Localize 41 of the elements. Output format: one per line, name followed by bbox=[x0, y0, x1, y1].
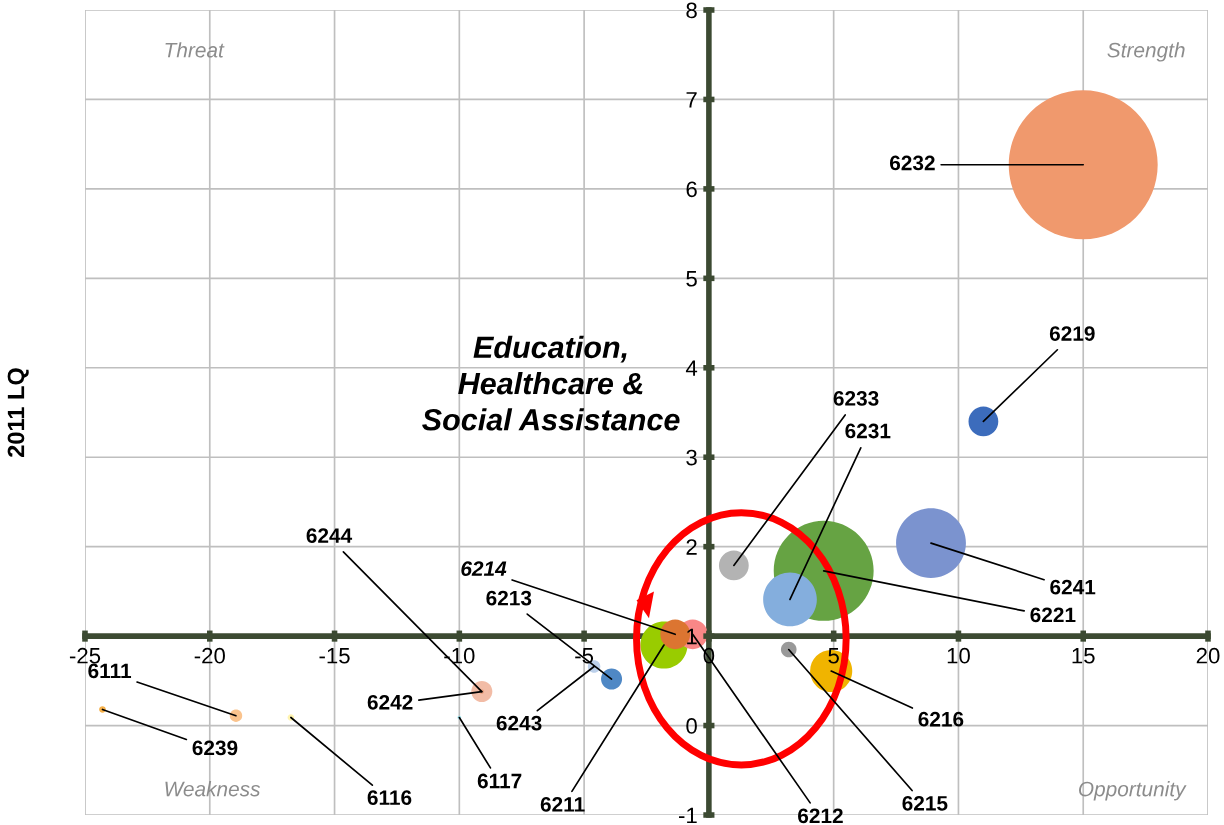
text: 6239 bbox=[192, 740, 238, 756]
text: 6212 bbox=[798, 808, 843, 824]
x-tick-label: 15 bbox=[1072, 648, 1095, 664]
text: 6111 bbox=[88, 663, 132, 679]
y-axis-title: 2011 LQ bbox=[7, 368, 29, 457]
text: 6233 bbox=[833, 391, 879, 406]
y-tick-label: 2 bbox=[686, 539, 697, 555]
text: 6242 bbox=[367, 694, 413, 710]
y-tick-label: 1 bbox=[687, 628, 697, 645]
text: 6243 bbox=[496, 715, 542, 731]
x-tick-label: -15 bbox=[319, 648, 350, 664]
x-tick-label: -20 bbox=[194, 647, 225, 664]
x-tick-label: 10 bbox=[947, 647, 970, 664]
x-tick-label: 0 bbox=[703, 647, 715, 664]
text: 6221 bbox=[1030, 607, 1076, 623]
text: 6244 bbox=[306, 528, 353, 543]
text: 6231 bbox=[845, 423, 891, 439]
text: 6117 bbox=[477, 773, 522, 789]
y-tick-label: 4 bbox=[685, 360, 698, 376]
text: 6216 bbox=[918, 711, 964, 727]
text: 6241 bbox=[1050, 579, 1096, 595]
y-tick-label: 3 bbox=[686, 449, 697, 466]
text: 6219 bbox=[1049, 326, 1095, 341]
text: 6213 bbox=[486, 590, 532, 606]
text: 6116 bbox=[367, 790, 412, 806]
y-tick-label: 6 bbox=[686, 181, 697, 198]
annotation: Strength bbox=[1107, 42, 1185, 62]
x-tick-label: 5 bbox=[828, 648, 839, 664]
text: 6211 bbox=[540, 797, 585, 812]
y-tick-label: 0 bbox=[686, 718, 697, 734]
x-tick-label: -25 bbox=[69, 647, 101, 664]
y-tick-label: 5 bbox=[686, 271, 697, 287]
y-tick-label: 7 bbox=[686, 92, 697, 108]
x-tick-label: -10 bbox=[444, 647, 475, 664]
text: 6215 bbox=[902, 795, 948, 811]
text: 6214 bbox=[461, 561, 507, 577]
y-tick-label: 8 bbox=[686, 2, 697, 19]
x-tick-label: 20 bbox=[1196, 647, 1220, 664]
text: 6232 bbox=[889, 155, 935, 171]
y-tick-label: -1 bbox=[679, 807, 697, 824]
annotation: Education, Healthcare & Social Assistance bbox=[422, 335, 680, 431]
